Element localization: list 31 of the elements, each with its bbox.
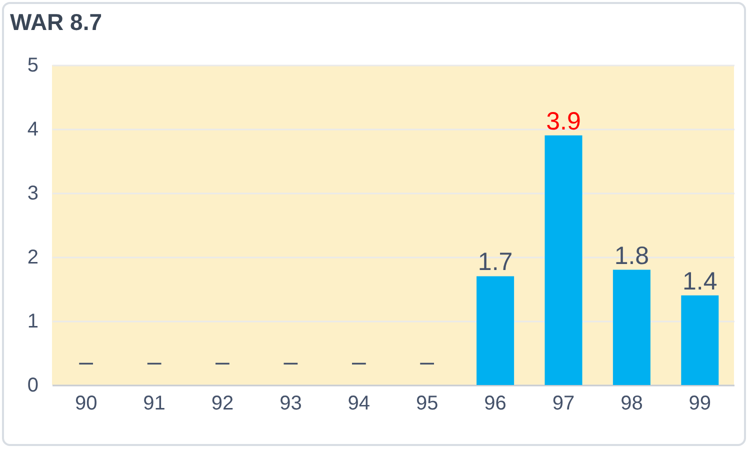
chart-title: WAR 8.7 xyxy=(10,9,102,35)
x-tick-label: 98 xyxy=(620,392,643,414)
text: – xyxy=(79,348,94,376)
bar xyxy=(612,270,650,385)
data-label: 3.9 xyxy=(546,107,581,136)
x-tick-label: 93 xyxy=(280,392,302,414)
x-tick-label: 97 xyxy=(552,392,575,414)
x-tick-label: 90 xyxy=(74,392,98,414)
x-tick-label: 95 xyxy=(416,392,438,414)
x-tick-label: 99 xyxy=(688,392,712,414)
text: – xyxy=(284,348,298,376)
y-tick-label: 1 xyxy=(27,310,38,332)
x-tick-label: 96 xyxy=(484,392,506,414)
text: – xyxy=(420,348,434,376)
bar xyxy=(476,276,514,385)
text: – xyxy=(216,348,230,376)
text: – xyxy=(352,348,366,376)
y-tick-label: 2 xyxy=(27,246,38,268)
y-tick-label: 0 xyxy=(27,374,38,396)
x-tick-label: 91 xyxy=(143,392,166,414)
data-label: 1.4 xyxy=(682,267,718,296)
bar xyxy=(544,135,582,385)
y-tick-label: 4 xyxy=(27,118,38,140)
y-tick-label: 3 xyxy=(27,182,38,204)
data-label: 1.7 xyxy=(478,248,513,276)
text: – xyxy=(147,348,162,376)
y-tick-label: 5 xyxy=(27,54,38,76)
bar xyxy=(681,295,719,385)
x-tick-label: 92 xyxy=(211,392,234,414)
data-label: 1.8 xyxy=(614,242,650,270)
x-tick-label: 94 xyxy=(348,392,370,414)
